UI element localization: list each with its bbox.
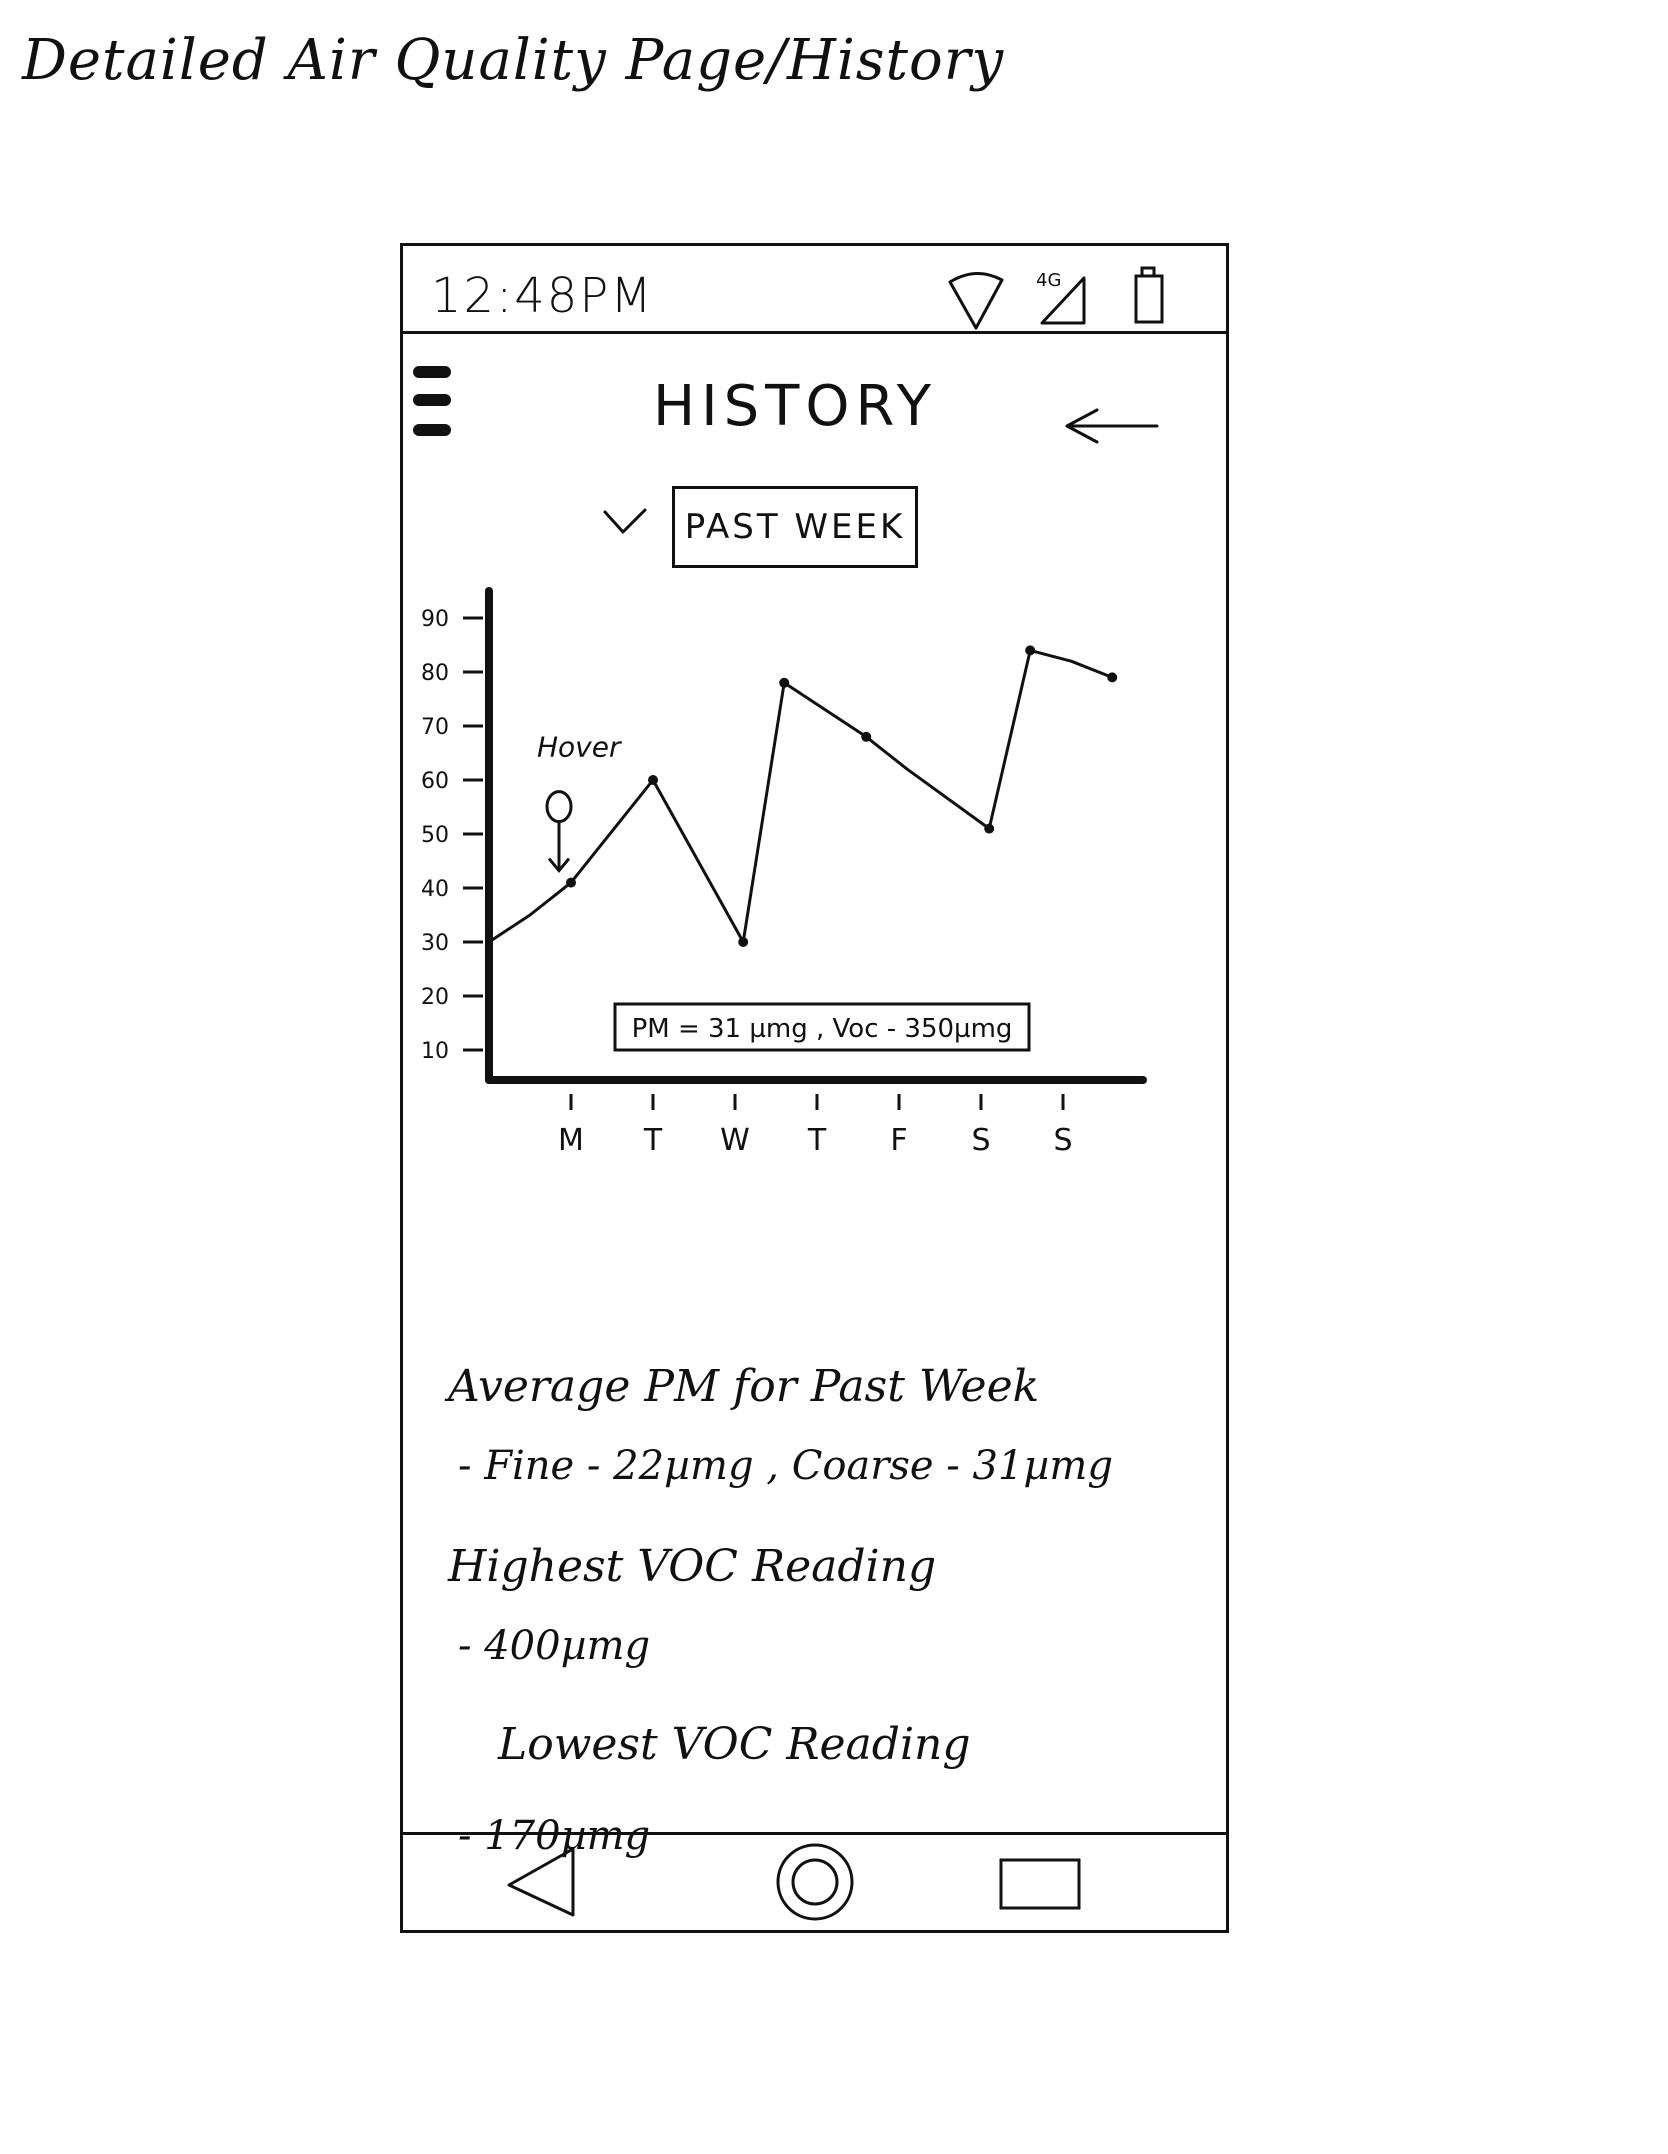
highest-value: - 400µmg: [458, 1623, 651, 1669]
y-tick-label: 40: [421, 877, 449, 902]
x-tick-label: T: [807, 1123, 827, 1158]
back-arrow-icon[interactable]: [1061, 406, 1161, 446]
hover-label: Hover: [537, 731, 622, 764]
wifi-icon: [948, 272, 1004, 330]
y-tick-label: 50: [421, 823, 449, 848]
x-tick-label: M: [558, 1123, 584, 1158]
series-points: [566, 645, 1118, 947]
data-point[interactable]: [566, 877, 576, 888]
y-tick-label: 90: [421, 607, 449, 632]
data-point[interactable]: [1107, 672, 1118, 683]
x-tick-label: T: [643, 1123, 663, 1158]
hover-cursor-icon: [545, 790, 573, 873]
hover-cursor-arrow: [547, 822, 571, 873]
nav-back-icon[interactable]: [503, 1845, 579, 1919]
chart-tooltip: PM = 31 µmg , Voc - 350µmg: [613, 1002, 1031, 1052]
range-select[interactable]: PAST WEEK: [672, 486, 918, 568]
x-tick-label: F: [890, 1123, 907, 1158]
status-icons: 4G: [946, 258, 1186, 330]
y-ticks: 10 20 30 40 50 60 70 80 90: [421, 607, 483, 1064]
hamburger-menu-icon[interactable]: [409, 358, 455, 442]
y-tick-label: 60: [421, 769, 449, 794]
sketch-title: Detailed Air Quality Page/History: [22, 28, 1005, 93]
chevron-down-icon[interactable]: [601, 506, 649, 538]
data-point[interactable]: [1025, 645, 1036, 656]
avg-heading: Average PM for Past Week: [448, 1361, 1040, 1412]
hover-cursor-ring: [545, 790, 573, 824]
data-point[interactable]: [648, 775, 658, 785]
data-point[interactable]: [984, 823, 995, 834]
nav-home-icon[interactable]: [773, 1840, 857, 1924]
data-point[interactable]: [861, 731, 872, 742]
y-tick-label: 70: [421, 715, 449, 740]
x-tick-label: S: [971, 1123, 990, 1158]
lowest-heading: Lowest VOC Reading: [498, 1719, 971, 1770]
status-bar: 12:48PM 4G: [403, 246, 1226, 334]
status-time: 12:48PM: [431, 268, 654, 324]
avg-value: - Fine - 22µmg , Coarse - 31µmg: [458, 1443, 1113, 1489]
history-chart-svg: 10 20 30 40 50 60 70 80 90 M T W T F S S Hover PM = 31…: [421, 587, 1147, 1158]
series-line: [487, 648, 1114, 944]
battery-icon: [1134, 266, 1164, 324]
data-point[interactable]: [738, 937, 749, 947]
phone-frame: 12:48PM 4G HISTORY PAST WEEK: [400, 243, 1229, 1933]
lowest-value: - 170µmg: [458, 1813, 651, 1859]
x-tick-label: W: [720, 1123, 750, 1158]
tooltip-text: PM = 31 µmg , Voc - 350µmg: [632, 1014, 1013, 1044]
cellular-signal-icon: 4G: [1036, 270, 1086, 325]
nav-recents-icon[interactable]: [998, 1857, 1082, 1913]
x-tick-label: S: [1053, 1123, 1072, 1158]
y-tick-label: 20: [421, 985, 449, 1010]
highest-heading: Highest VOC Reading: [448, 1541, 937, 1592]
history-chart: 10 20 30 40 50 60 70 80 90 M T W T F S S Hover PM = 31…: [403, 576, 1226, 1376]
system-nav-bar: [403, 1832, 1226, 1930]
network-label: 4G: [1036, 270, 1061, 291]
y-tick-label: 30: [421, 931, 449, 956]
data-point[interactable]: [779, 677, 790, 688]
y-tick-label: 80: [421, 661, 449, 686]
page-title: HISTORY: [653, 374, 937, 439]
y-tick-label: 10: [421, 1039, 449, 1064]
